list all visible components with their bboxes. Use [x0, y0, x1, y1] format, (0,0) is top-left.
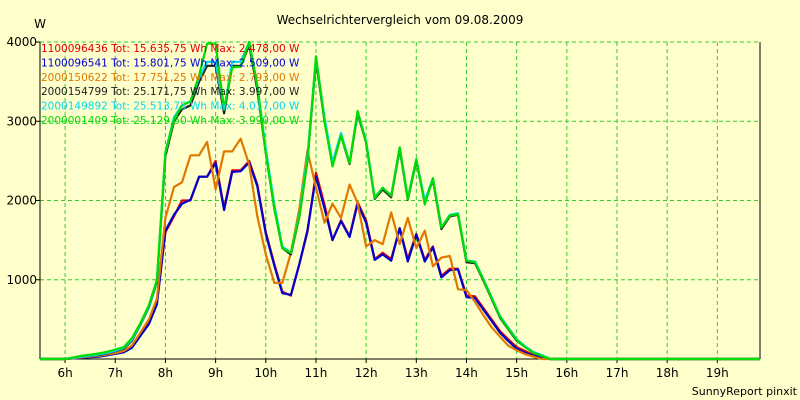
x-tick-label-19h: 19h — [706, 366, 729, 380]
x-tick-label-15h: 15h — [505, 366, 528, 380]
x-tick-label-9h: 9h — [208, 366, 223, 380]
legend-entry-2000154799: 2000154799 Tot: 25.171,75 Wh Max: 3.997,… — [41, 86, 300, 98]
y-tick-label-3000: 3000 — [6, 114, 37, 128]
x-tick-label-6h: 6h — [57, 366, 72, 380]
x-tick-label-16h: 16h — [555, 366, 578, 380]
gridlines — [40, 41, 760, 359]
x-tick-label-7h: 7h — [108, 366, 123, 380]
series-lines — [40, 40, 760, 361]
legend-entry-1100096436: 1100096436 Tot: 15.635,75 Wh Max: 2.478,… — [41, 43, 300, 55]
x-tick-label-12h: 12h — [355, 366, 378, 380]
x-tick-label-17h: 17h — [606, 366, 629, 380]
footer-credit: SunnyReport pinxit — [692, 385, 798, 398]
x-tick-label-11h: 11h — [305, 366, 328, 380]
series-line-2000001409 — [40, 40, 760, 361]
x-tick-label-14h: 14h — [455, 366, 478, 380]
legend-entry-2000150622: 2000150622 Tot: 17.751,25 Wh Max: 2.793,… — [41, 72, 300, 84]
legend-entry-2000001409: 2000001409 Tot: 25.129,50 Wh Max: 3.990,… — [41, 115, 300, 127]
y-tick-label-1000: 1000 — [6, 273, 37, 287]
x-tick-label-18h: 18h — [656, 366, 679, 380]
legend: 1100096436 Tot: 15.635,75 Wh Max: 2.478,… — [41, 43, 300, 127]
legend-entry-1100096541: 1100096541 Tot: 15.801,75 Wh Max: 2.509,… — [41, 57, 300, 69]
x-tick-label-10h: 10h — [254, 366, 277, 380]
y-axis-label: W — [34, 17, 46, 31]
x-tick-label-8h: 8h — [158, 366, 173, 380]
y-tick-label-2000: 2000 — [6, 194, 37, 208]
y-tick-label-4000: 4000 — [6, 35, 37, 49]
chart-title: Wechselrichtervergleich vom 09.08.2009 — [277, 13, 524, 27]
legend-entry-2000149892: 2000149892 Tot: 25.513,75 Wh Max: 4.017,… — [41, 101, 300, 113]
tick-labels: 6h 7h 8h 9h 10h 11h 12h 13h 14h 15h 16h 17h 18h 19h 10… — [6, 35, 728, 380]
x-tick-label-13h: 13h — [405, 366, 428, 380]
